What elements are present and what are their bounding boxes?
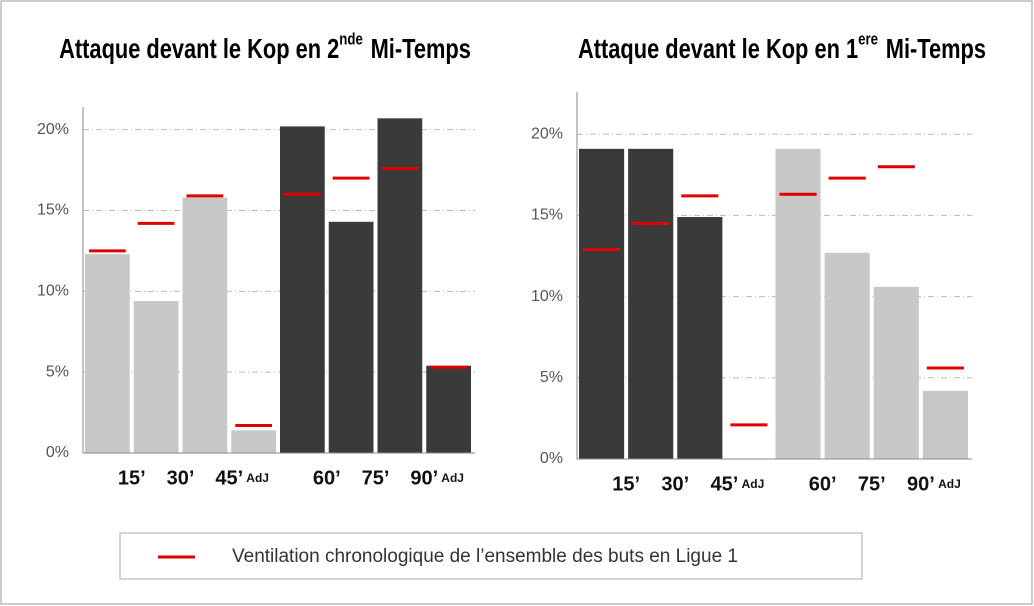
bar [182, 197, 228, 453]
title-part: Mi-Temps [371, 33, 471, 64]
y-tick-label: 10% [37, 283, 69, 300]
x-tick-label: 45’ [710, 473, 738, 495]
y-tick-label: 15% [531, 207, 563, 224]
chart-title: Attaque devant le Kop en 2nde Mi-Temps [59, 30, 471, 64]
y-tick-label: 20% [531, 125, 563, 142]
x-tick-label: 75’ [362, 467, 390, 489]
x-tick-label: 15’ [612, 473, 640, 495]
bar [133, 301, 179, 453]
bar [85, 254, 130, 453]
y-tick-label: 10% [531, 288, 563, 305]
bar [775, 148, 821, 459]
y-tick-label: 5% [46, 363, 69, 380]
chart-title-text: Attaque devant le Kop en 2nde Mi-Temps [59, 30, 471, 64]
x-tick-label: AdJ [742, 477, 765, 491]
bar [377, 118, 423, 454]
chart-title-text: Attaque devant le Kop en 1ere Mi-Temps [578, 30, 986, 64]
title-part: Attaque devant le Kop en 2 [59, 33, 339, 64]
x-tick-label: 15’ [118, 467, 146, 489]
x-tick-label: 75’ [858, 473, 886, 495]
legend-box [119, 532, 863, 580]
x-tick-label: 30’ [167, 467, 195, 489]
title-part: ere [858, 30, 878, 49]
x-tick-label: AdJ [441, 471, 464, 485]
x-tick-label: 30’ [661, 473, 689, 495]
x-tick-label: 60’ [313, 467, 341, 489]
y-tick-label: 15% [37, 202, 69, 219]
x-tick-label: AdJ [938, 477, 961, 491]
bar [873, 286, 919, 459]
bar [677, 217, 723, 459]
y-tick-label: 0% [540, 450, 563, 467]
title-part: nde [339, 30, 363, 49]
y-tick-label: 0% [46, 444, 69, 461]
title-part: Mi-Temps [886, 33, 986, 64]
bar [824, 252, 870, 459]
x-tick-label: 90’ [907, 473, 935, 495]
x-tick-label: 45’ [215, 467, 243, 489]
chart-title: Attaque devant le Kop en 1ere Mi-Temps [578, 30, 986, 64]
bar [922, 390, 968, 459]
x-tick-label: 60’ [809, 473, 837, 495]
bar [328, 221, 374, 453]
bar [280, 126, 325, 454]
legend-label: Ventilation chronologique de l’ensemble … [232, 546, 738, 567]
bar [231, 430, 276, 453]
title-part: Attaque devant le Kop en 1 [578, 33, 858, 64]
bar [628, 148, 674, 459]
x-tick-label: 90’ [410, 467, 438, 489]
y-tick-label: 20% [37, 121, 69, 138]
bar [579, 148, 625, 459]
bar [426, 365, 471, 453]
x-tick-label: AdJ [246, 471, 269, 485]
y-tick-label: 5% [540, 369, 563, 386]
